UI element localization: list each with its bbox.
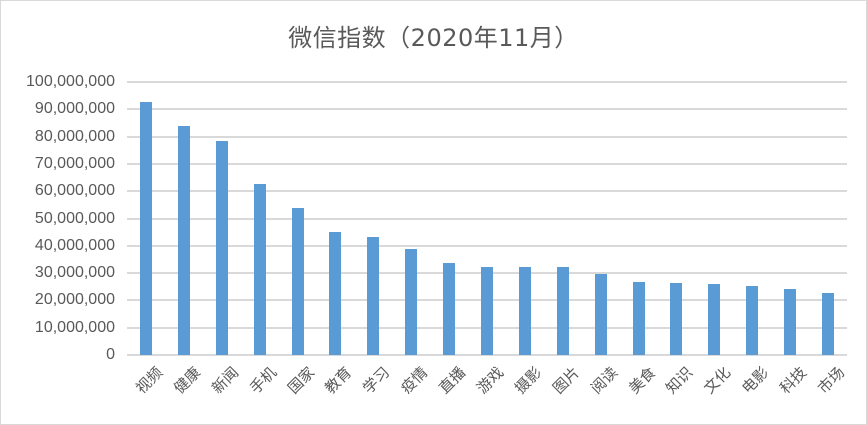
y-tick-label: 40,000,000 <box>34 236 115 254</box>
y-tick-label: 0 <box>106 346 115 363</box>
gridline <box>127 190 847 193</box>
gridline <box>127 217 847 220</box>
gridline <box>127 135 847 138</box>
bar <box>594 273 607 355</box>
bar <box>215 140 228 355</box>
chart-title: 微信指数（2020年11月） <box>288 24 579 52</box>
y-tick-label: 20,000,000 <box>34 291 115 309</box>
bar <box>670 282 683 355</box>
y-tick-label: 90,000,000 <box>34 100 115 118</box>
bar <box>177 125 190 355</box>
bar <box>481 266 493 355</box>
bar <box>443 262 456 355</box>
bar <box>405 248 418 355</box>
gridline <box>127 244 847 247</box>
bar <box>556 266 569 355</box>
bar <box>708 283 721 355</box>
bar <box>291 207 304 355</box>
y-tick-label: 30,000,000 <box>34 264 115 282</box>
bar <box>784 288 797 355</box>
bar <box>822 292 835 355</box>
bar <box>139 101 152 355</box>
bar <box>746 285 759 355</box>
gridline <box>127 81 847 83</box>
plot-area <box>127 81 847 356</box>
y-tick-label: 50,000,000 <box>34 209 115 227</box>
gridline <box>127 108 847 111</box>
bar <box>253 183 266 355</box>
gridline <box>127 354 847 356</box>
bar <box>632 281 645 355</box>
bar <box>367 236 380 355</box>
bar <box>518 266 531 355</box>
y-tick-label: 100,000,000 <box>26 73 115 90</box>
y-tick-label: 10,000,000 <box>34 318 115 336</box>
y-tick-label: 70,000,000 <box>34 154 115 172</box>
y-tick-label: 80,000,000 <box>34 127 115 145</box>
y-tick-label: 60,000,000 <box>34 182 115 200</box>
gridline <box>127 162 847 165</box>
bar <box>329 231 342 355</box>
